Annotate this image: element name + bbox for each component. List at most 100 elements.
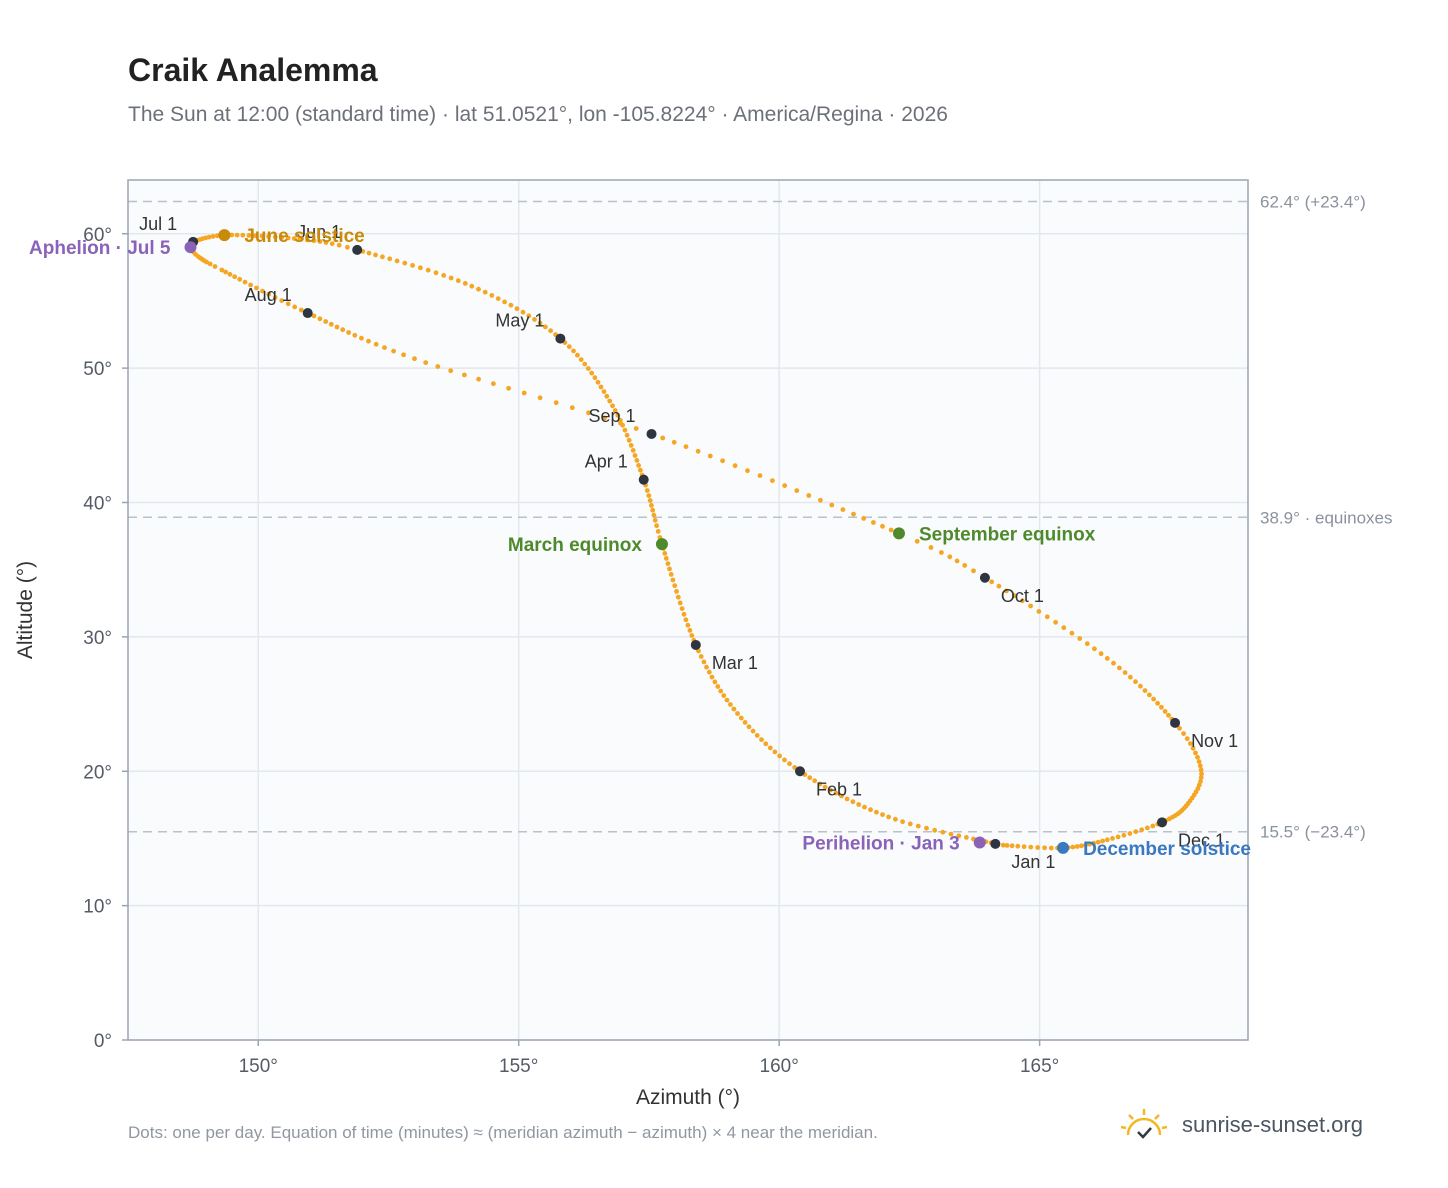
daily-dot xyxy=(237,276,243,282)
daily-dot xyxy=(735,711,740,716)
daily-dot xyxy=(476,376,481,382)
daily-dot xyxy=(582,361,588,367)
daily-dot xyxy=(1177,725,1182,731)
daily-dot xyxy=(868,807,873,813)
month-marker-label: Feb 1 xyxy=(816,779,862,799)
daily-dot xyxy=(1199,771,1204,777)
daily-dot xyxy=(634,458,640,463)
chart-title: Craik Analemma xyxy=(128,52,378,88)
daily-dot xyxy=(204,259,209,265)
y-tick-label: 30° xyxy=(83,628,112,649)
daily-dot xyxy=(1011,593,1017,599)
event-label: June solstice xyxy=(244,226,364,247)
daily-dot xyxy=(822,784,828,790)
daily-dot xyxy=(521,390,527,396)
brand-name: sunrise-sunset.org xyxy=(1182,1112,1363,1137)
daily-dot xyxy=(829,502,835,508)
month-marker-label: Jun 1 xyxy=(297,222,341,242)
daily-dot xyxy=(502,299,507,305)
brand-logo[interactable]: sunrise-sunset.org xyxy=(1118,1100,1363,1150)
daily-dot xyxy=(1100,838,1105,844)
daily-dot xyxy=(373,252,378,258)
daily-dot xyxy=(628,443,634,448)
daily-dot xyxy=(425,267,431,273)
daily-dot xyxy=(709,674,715,680)
daily-dot xyxy=(871,520,876,525)
daily-dot xyxy=(329,241,335,247)
daily-dot xyxy=(1019,598,1025,604)
daily-dot xyxy=(1142,688,1148,693)
event-label: December solstice xyxy=(1083,839,1251,860)
daily-dot xyxy=(441,273,447,278)
daily-dot xyxy=(612,408,618,413)
daily-dot xyxy=(553,400,559,406)
month-marker xyxy=(1157,817,1168,828)
month-marker xyxy=(795,766,805,777)
daily-dot xyxy=(1151,696,1156,702)
daily-dot xyxy=(767,745,773,751)
y-tick-label: 20° xyxy=(83,762,112,783)
daily-dot xyxy=(595,379,601,385)
daily-dot xyxy=(1053,619,1058,625)
daily-dot xyxy=(787,761,792,767)
daily-dot xyxy=(1004,588,1009,594)
daily-dot xyxy=(506,385,511,391)
daily-dot xyxy=(907,821,913,827)
daily-dot xyxy=(712,679,718,685)
daily-dot xyxy=(689,633,695,638)
daily-dot xyxy=(782,483,788,488)
daily-dot xyxy=(728,702,733,707)
daily-dot xyxy=(738,715,744,721)
daily-dot xyxy=(646,493,652,498)
daily-dot xyxy=(1127,831,1133,836)
month-marker xyxy=(979,572,990,583)
daily-dot xyxy=(754,733,760,738)
daily-dot xyxy=(940,829,946,835)
daily-dot xyxy=(402,260,408,266)
daily-dot xyxy=(924,825,929,831)
daily-dot xyxy=(660,435,666,441)
daily-dot xyxy=(234,232,240,238)
daily-dot xyxy=(663,556,669,561)
daily-dot xyxy=(971,568,976,574)
daily-dot xyxy=(655,529,661,534)
event-label: September equinox xyxy=(919,524,1096,545)
x-axis-label: Azimuth (°) xyxy=(636,1086,740,1109)
daily-dot xyxy=(489,293,495,298)
daily-dot xyxy=(840,507,846,512)
daily-dot xyxy=(219,267,225,273)
axis-ticks: 150° 155° 160° 165° 0° 10° 20° 30° 40° 50° 60° xyxy=(83,225,1059,1077)
daily-dot xyxy=(433,270,439,276)
daily-dot xyxy=(1048,845,1054,851)
daily-dot xyxy=(610,403,615,409)
daily-dot xyxy=(777,753,782,759)
daily-dot xyxy=(602,415,607,421)
month-marker xyxy=(638,474,649,485)
daily-dot xyxy=(626,437,632,443)
daily-dot xyxy=(893,816,898,822)
daily-dot xyxy=(1061,625,1067,631)
month-marker-label: Apr 1 xyxy=(585,452,628,472)
daily-dot xyxy=(491,381,496,387)
daily-dot xyxy=(1162,709,1168,714)
daily-dot xyxy=(1150,823,1156,829)
daily-dot xyxy=(391,348,396,354)
daily-dot xyxy=(718,688,724,694)
daily-dot xyxy=(1028,603,1033,609)
daily-dot xyxy=(435,364,441,369)
month-marker-label: Jul 1 xyxy=(139,214,177,234)
plot-background xyxy=(128,180,1248,1040)
daily-dot xyxy=(207,261,213,267)
daily-dot xyxy=(862,804,867,810)
daily-dot xyxy=(1133,829,1139,835)
daily-dot xyxy=(624,432,630,438)
daily-dot xyxy=(336,242,342,248)
daily-dot xyxy=(742,720,748,725)
daily-dot xyxy=(1121,832,1127,838)
daily-dot xyxy=(1147,692,1152,698)
month-marker-label: Jan 1 xyxy=(1011,852,1055,872)
daily-dot xyxy=(401,352,406,358)
daily-dot xyxy=(731,706,737,712)
daily-dot xyxy=(662,551,668,556)
daily-dot xyxy=(537,320,543,326)
